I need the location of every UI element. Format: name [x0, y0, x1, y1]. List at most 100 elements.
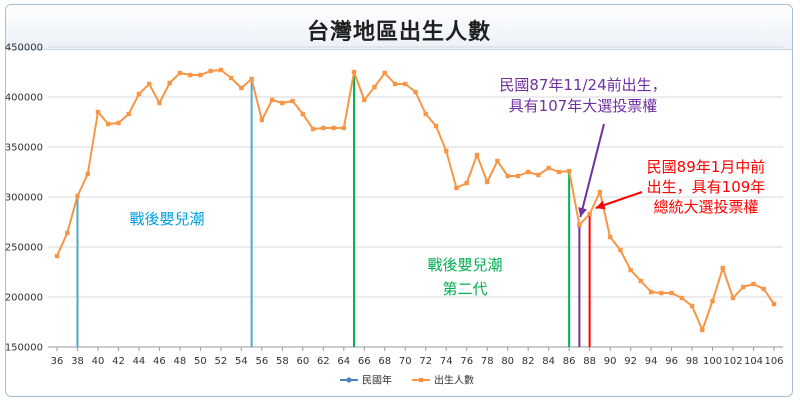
legend-label: 出生人數: [434, 374, 474, 387]
data-point: [669, 290, 674, 296]
annotation-text: 民國87年11/24前出生，: [499, 76, 666, 94]
x-tick-label: 70: [399, 356, 412, 367]
x-tick-label: 72: [419, 356, 432, 367]
data-point: [628, 267, 633, 273]
data-point: [228, 75, 234, 81]
x-tick-label: 80: [501, 356, 514, 367]
data-point: [689, 303, 695, 309]
data-point: [372, 84, 377, 90]
data-point: [65, 230, 70, 236]
annotation-text: 戰後嬰兒潮: [129, 210, 204, 228]
data-point: [146, 81, 152, 87]
data-point: [536, 172, 541, 178]
data-point: [290, 98, 295, 104]
y-tick-label: 400000: [5, 93, 43, 104]
purple-arrow-head: [578, 207, 587, 217]
data-point: [116, 120, 121, 126]
data-point: [136, 91, 142, 97]
chart-frame: 台灣地區出生人數: [5, 4, 793, 397]
x-tick-label: 104: [744, 356, 763, 367]
data-point: [679, 295, 685, 301]
x-tick-label: 40: [92, 356, 105, 367]
data-point: [720, 265, 725, 271]
x-tick-label: 46: [153, 356, 166, 367]
legend-label: 民國年: [362, 374, 392, 387]
series-births: [54, 67, 777, 333]
x-tick-label: 90: [604, 356, 617, 367]
data-point: [751, 281, 756, 287]
x-tick-label: 78: [481, 356, 494, 367]
x-tick-label: 42: [112, 356, 125, 367]
data-point: [444, 148, 449, 154]
annotation-text: 民國89年1月中前: [647, 158, 766, 176]
x-tick-label: 66: [358, 356, 371, 367]
data-point: [95, 109, 101, 115]
y-tick-label: 200000: [5, 293, 43, 304]
x-tick-label: 52: [215, 356, 228, 367]
x-tick-label: 82: [522, 356, 535, 367]
data-point: [587, 211, 592, 217]
data-point: [351, 69, 357, 75]
data-point: [761, 286, 766, 292]
x-tick-label: 60: [296, 356, 309, 367]
data-point: [515, 173, 521, 179]
annotation-text: 第二代: [442, 280, 487, 298]
data-point: [546, 165, 551, 171]
y-tick-label: 300000: [5, 193, 43, 204]
x-tick-label: 38: [71, 356, 84, 367]
data-point: [300, 111, 306, 117]
red-arrow-head: [595, 200, 606, 210]
y-tick-label: 250000: [5, 243, 43, 254]
data-point: [485, 179, 490, 185]
data-point: [321, 125, 326, 131]
data-point: [341, 125, 346, 131]
x-tick-label: 96: [665, 356, 678, 367]
year-marker-lines: [76, 72, 591, 347]
x-tick-label: 54: [235, 356, 248, 367]
data-point: [187, 72, 193, 78]
chart-title: 台灣地區出生人數: [306, 20, 491, 45]
annotation-text: 總統大選投票權: [653, 198, 758, 216]
x-tick-label: 98: [686, 356, 699, 367]
data-point: [106, 121, 111, 127]
data-point: [556, 169, 562, 175]
data-point: [638, 278, 644, 284]
data-point: [382, 70, 387, 76]
annotation-text: 出生，具有109年: [647, 178, 766, 196]
x-tick-label: 102: [723, 356, 742, 367]
legend-swatch-marker: [346, 377, 352, 383]
x-tick-label: 100: [703, 356, 722, 367]
data-point: [403, 81, 408, 87]
data-point: [177, 70, 183, 76]
data-point: [157, 100, 162, 106]
data-point: [464, 180, 469, 186]
annotation-text: 戰後嬰兒潮: [427, 256, 502, 274]
data-point: [239, 85, 244, 91]
gridlines: [48, 46, 783, 348]
x-tick-label: 94: [645, 356, 658, 367]
x-axis-ticks: 36 38 40 42 44 46 48 50 52 54 56 58 60 62 64 66 68 70 72 74…: [51, 347, 784, 367]
data-point: [577, 222, 582, 228]
y-tick-label: 150000: [5, 343, 43, 354]
data-point: [331, 125, 336, 131]
y-axis-ticks: 150000 200000 250000 300000 350000 400000 4500…: [5, 43, 43, 354]
x-tick-label: 58: [276, 356, 289, 367]
data-point: [700, 327, 705, 333]
data-point: [249, 76, 254, 82]
data-point: [607, 234, 613, 240]
x-tick-label: 64: [337, 356, 350, 367]
x-tick-label: 48: [174, 356, 187, 367]
data-point: [659, 290, 664, 296]
x-tick-label: 68: [378, 356, 391, 367]
purple-arrow: [579, 123, 605, 218]
data-point: [710, 298, 715, 304]
y-tick-label: 350000: [5, 143, 43, 154]
data-point: [474, 152, 480, 158]
data-point: [198, 72, 203, 78]
x-tick-label: 56: [255, 356, 268, 367]
annotations: 戰後嬰兒潮戰後嬰兒潮第二代民國87年11/24前出生，具有107年大選投票權民國…: [129, 76, 765, 298]
legend-swatch-marker: [418, 377, 424, 383]
title-bar: 台灣地區出生人數: [6, 5, 792, 50]
data-point: [730, 295, 736, 301]
